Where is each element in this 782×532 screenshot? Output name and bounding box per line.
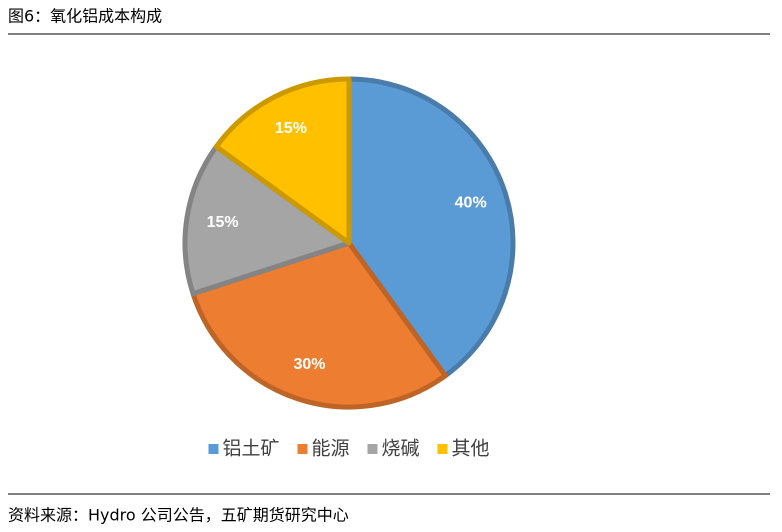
pie-slice	[213, 76, 352, 246]
data-label: 30%	[293, 356, 325, 373]
legend-label: 能源	[312, 438, 350, 460]
data-label: 40%	[455, 195, 487, 212]
legend-label: 铝土矿	[223, 438, 280, 460]
chart-title: 图6：氧化铝成本构成	[8, 7, 162, 26]
legend-swatch	[437, 444, 448, 454]
legend-swatch	[297, 444, 308, 454]
legend-label: 烧碱	[382, 438, 420, 460]
legend-swatch	[208, 444, 219, 454]
legend-label: 其他	[452, 438, 490, 460]
pie-slice	[182, 144, 352, 297]
data-label: 15%	[207, 214, 239, 231]
pie-slice	[190, 240, 448, 410]
pie-slice	[346, 76, 516, 379]
data-label: 15%	[275, 120, 307, 137]
legend-swatch	[367, 444, 378, 454]
source-note: 资料来源：Hydro 公司公告，五矿期货研究中心	[8, 506, 349, 525]
